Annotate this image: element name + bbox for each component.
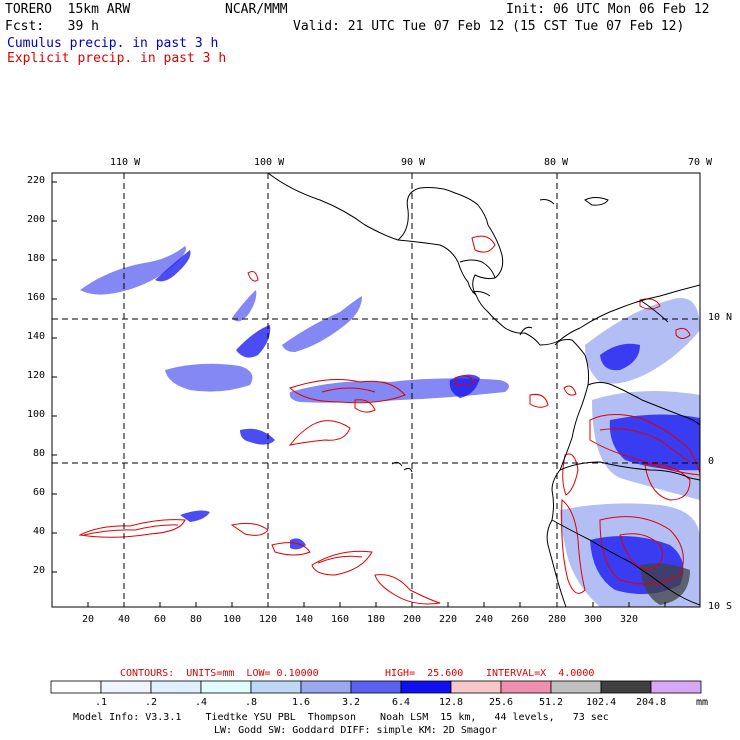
x-tick-label: 40 [118,614,131,625]
colorbar-swatch [600,680,652,694]
colorbar-label: 12.8 [439,697,464,708]
colorbar-label: 6.4 [392,697,411,708]
x-tick-label: 120 [259,614,278,625]
lon-label-100w: 100 W [254,157,285,168]
y-tick-label: 120 [27,370,46,381]
colorbar-label: 3.2 [342,697,361,708]
y-tick-label: 140 [27,331,46,342]
x-tick-label: 320 [620,614,639,625]
x-tick-label: 100 [223,614,242,625]
y-tick-label: 180 [27,253,46,264]
cumulus-precip-areas [80,246,700,607]
colorbar-swatch [150,680,202,694]
colorbar-swatch [650,680,702,694]
lat-lon-grid [52,173,700,607]
lat-label-0: 0 [708,456,715,467]
colorbar-swatch [300,680,352,694]
tick-marks [52,181,666,607]
contour-info: CONTOURS: UNITS=mm LOW= 0.10000 [120,668,319,679]
colorbar-label: 102.4 [586,697,617,708]
y-tick-label: 100 [27,409,46,420]
lon-label-110w: 110 W [110,157,141,168]
x-tick-label: 160 [331,614,350,625]
x-tick-label: 200 [403,614,422,625]
model-physics: LW: Godd SW: Goddard DIFF: simple KM: 2D… [214,725,497,736]
colorbar-label: .1 [95,697,108,708]
lon-label-90w: 90 W [401,157,426,168]
colorbar-swatch [250,680,302,694]
init-time: Init: 06 UTC Mon 06 Feb 12 [506,2,710,17]
colorbar-swatch [350,680,402,694]
lat-label-10s: 10 S [708,601,733,612]
colorbar-swatch [200,680,252,694]
model-title: TORERO 15km ARW [5,2,131,17]
y-tick-label: 40 [33,526,46,537]
cumulus-legend: Cumulus precip. in past 3 h [7,36,219,51]
colorbar-label: .4 [195,697,208,708]
colorbar-swatch [100,680,152,694]
colorbar-swatch [400,680,452,694]
valid-time: Valid: 21 UTC Tue 07 Feb 12 (15 CST Tue … [293,19,685,34]
x-tick-label: 60 [154,614,167,625]
coastlines [267,173,700,607]
colorbar-swatch [450,680,502,694]
explicit-legend: Explicit precip. in past 3 h [7,51,227,66]
colorbar-label: 51.2 [539,697,564,708]
x-tick-label: 220 [439,614,458,625]
y-tick-label: 160 [27,292,46,303]
forecast-hour: Fcst: 39 h [5,19,99,34]
contour-high: HIGH= 25.600 [385,668,464,679]
x-tick-label: 180 [367,614,386,625]
colorbar-label: .2 [145,697,158,708]
y-tick-label: 200 [27,214,46,225]
x-tick-label: 300 [584,614,603,625]
x-tick-label: 260 [511,614,530,625]
colorbar-label: 25.6 [489,697,514,708]
x-tick-label: 80 [190,614,203,625]
model-info: Model Info: V3.3.1 Tiedtke YSU PBL Thomp… [73,712,609,723]
colorbar [50,680,702,694]
organization: NCAR/MMM [225,2,288,17]
y-tick-label: 220 [27,175,46,186]
explicit-precip-contours [78,235,700,605]
colorbar-label: 1.6 [292,697,311,708]
contour-interval: INTERVAL=X 4.0000 [486,668,595,679]
lat-label-10n: 10 N [708,312,733,323]
x-tick-label: 240 [475,614,494,625]
colorbar-swatch [500,680,552,694]
colorbar-swatch [50,680,102,694]
y-tick-label: 20 [33,565,46,576]
lon-label-70w: 70 W [688,157,713,168]
x-tick-label: 280 [548,614,567,625]
colorbar-label: 204.8 [636,697,667,708]
y-tick-label: 80 [33,448,46,459]
colorbar-label: .8 [245,697,258,708]
x-tick-label: 20 [82,614,95,625]
colorbar-unit: mm [696,697,709,708]
y-tick-label: 60 [33,487,46,498]
colorbar-swatch [550,680,602,694]
lon-label-80w: 80 W [544,157,569,168]
x-tick-label: 140 [295,614,314,625]
